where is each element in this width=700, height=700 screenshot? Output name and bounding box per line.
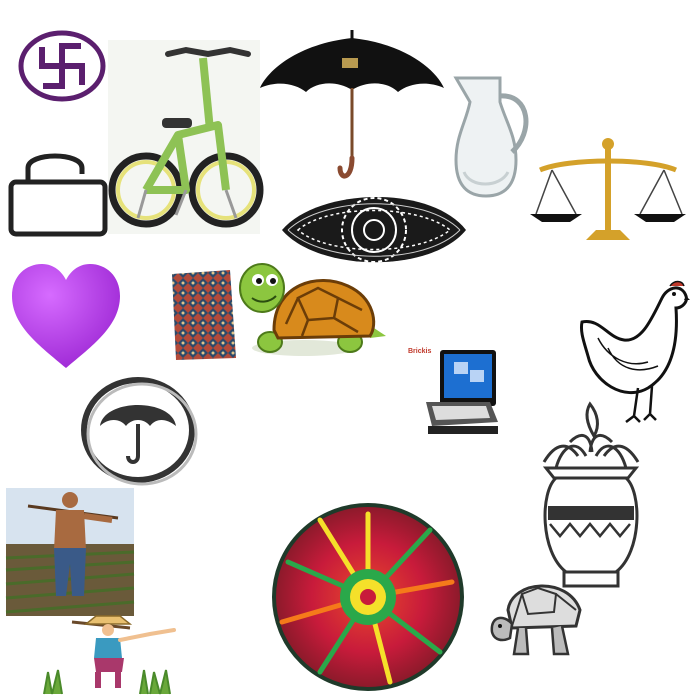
umbrella-icon — [258, 30, 446, 182]
swastika-icon — [18, 30, 106, 102]
tortoise-icon — [488, 570, 584, 662]
turtle-icon — [238, 258, 388, 362]
hen-icon — [578, 278, 690, 424]
open-padlock-icon — [8, 146, 108, 238]
brand-label: Brickis — [408, 348, 432, 355]
kalash-pot-icon — [536, 401, 646, 590]
rangoli-eye-icon — [278, 184, 470, 276]
woven-basket-icon — [270, 502, 466, 692]
woven-cloth-icon — [168, 268, 238, 362]
umbrella-circle-icon — [80, 376, 198, 486]
computer-icon: Brickis — [406, 346, 502, 438]
purple-heart-icon — [10, 262, 122, 372]
farmer-photo-icon — [5, 488, 135, 616]
balance-scale-icon — [528, 136, 688, 244]
bicycle-icon — [108, 40, 264, 234]
glass-jug-icon — [450, 72, 534, 200]
farmer-cartoon-icon — [40, 608, 180, 695]
